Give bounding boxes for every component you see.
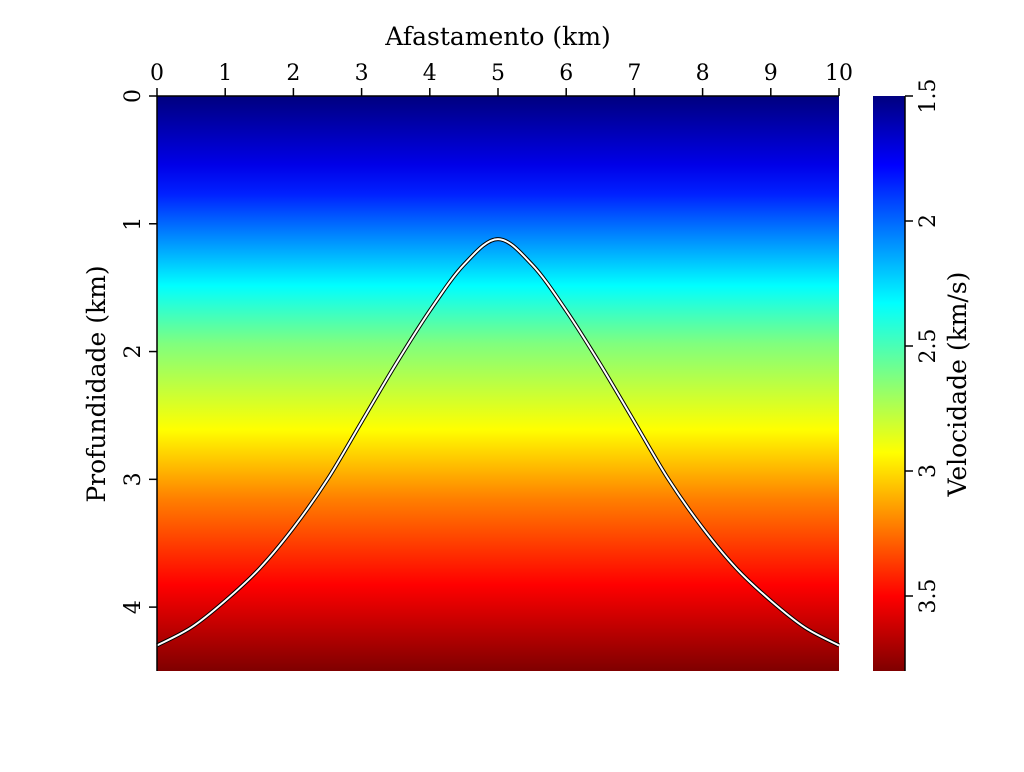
x-tick-label: 0 xyxy=(150,61,164,86)
velocity-field xyxy=(157,96,839,671)
x-tick-label: 10 xyxy=(825,61,853,86)
x-tick-label: 7 xyxy=(627,61,641,86)
colorbar-tick-label: 3 xyxy=(916,464,941,478)
x-tick-label: 4 xyxy=(423,61,437,86)
y-axis-ticks: 0 1 2 3 4 xyxy=(121,89,157,614)
x-tick-label: 6 xyxy=(559,61,573,86)
y-tick-label: 2 xyxy=(121,345,146,359)
x-tick-label: 2 xyxy=(286,61,300,86)
y-axis-title: Profundidade (km) xyxy=(82,265,111,502)
colorbar xyxy=(873,96,905,671)
y-tick-label: 1 xyxy=(121,217,146,231)
x-tick-label: 9 xyxy=(764,61,778,86)
x-axis-ticks: 0 1 2 3 4 5 6 7 8 9 10 xyxy=(150,61,853,96)
x-tick-label: 1 xyxy=(218,61,232,86)
y-tick-label: 3 xyxy=(121,472,146,486)
colorbar-tick-label: 2 xyxy=(916,214,941,228)
interface-curve xyxy=(156,238,840,647)
colorbar-title: Velocidade (km/s) xyxy=(943,272,972,498)
colorbar-tick-label: 3.5 xyxy=(916,579,941,614)
x-tick-label: 3 xyxy=(355,61,369,86)
x-tick-label: 8 xyxy=(696,61,710,86)
y-tick-label: 0 xyxy=(121,89,146,103)
x-axis-title: Afastamento (km) xyxy=(384,22,611,51)
colorbar-ticks: 1.5 2 2.5 3 3.5 xyxy=(905,79,941,614)
x-tick-label: 5 xyxy=(491,61,505,86)
y-tick-label: 4 xyxy=(121,600,146,614)
colorbar-tick-label: 2.5 xyxy=(916,329,941,364)
colorbar-tick-label: 1.5 xyxy=(916,79,941,114)
